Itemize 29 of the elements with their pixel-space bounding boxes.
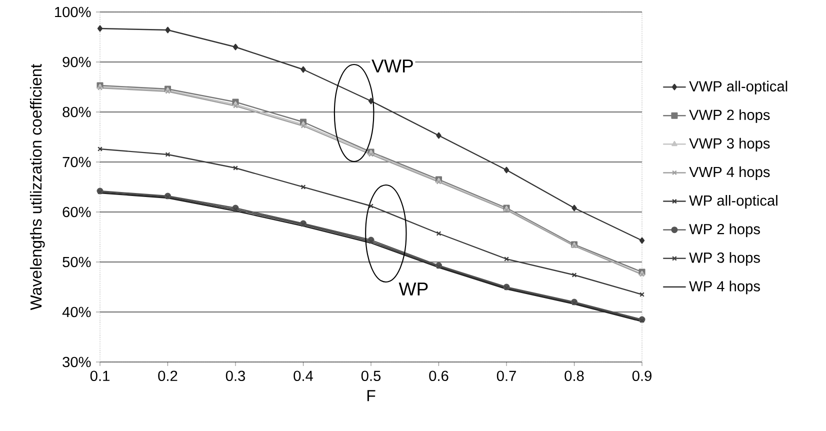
legend-label: WP 2 hops (689, 224, 760, 238)
y-tick-label: 30% (62, 356, 91, 368)
legend-label: VWP 3 hops (689, 138, 770, 152)
x-tick-label: 0.1 (90, 370, 110, 382)
y-tick-label: 80% (62, 106, 91, 118)
legend-label: VWP all-optical (689, 80, 788, 94)
y-tick-label: 70% (62, 156, 91, 168)
x-axis-title: F (367, 390, 376, 402)
x-tick-label: 0.3 (226, 370, 246, 382)
y-tick-label: 50% (62, 256, 91, 268)
x-tick-label: 0.6 (429, 370, 448, 382)
legend-label: WP all-optical (689, 194, 778, 209)
x-tick-label: 0.4 (294, 370, 313, 382)
x-tick-label: 0.5 (361, 370, 381, 382)
y-tick-label: 90% (62, 56, 91, 68)
annotation: WP (398, 282, 428, 296)
x-tick-label: 0.9 (632, 370, 652, 382)
x-tick-label: 0.7 (496, 370, 516, 382)
y-tick-label: 60% (62, 206, 91, 218)
y-tick-label: 100% (55, 6, 91, 18)
legend-label: VWP 2 hops (689, 109, 770, 123)
legend-label: WP 3 hops (689, 252, 760, 266)
annotation: VWP (372, 60, 413, 72)
x-tick-label: 0.2 (158, 370, 178, 382)
y-axis-title: Wavelengths utilizzation coefficient (30, 64, 45, 310)
legend-label: WP 4 hops (689, 280, 760, 294)
legend-label: VWP 4 hops (689, 166, 770, 180)
y-tick-label: 40% (62, 306, 91, 318)
x-tick-label: 0.8 (564, 370, 584, 382)
